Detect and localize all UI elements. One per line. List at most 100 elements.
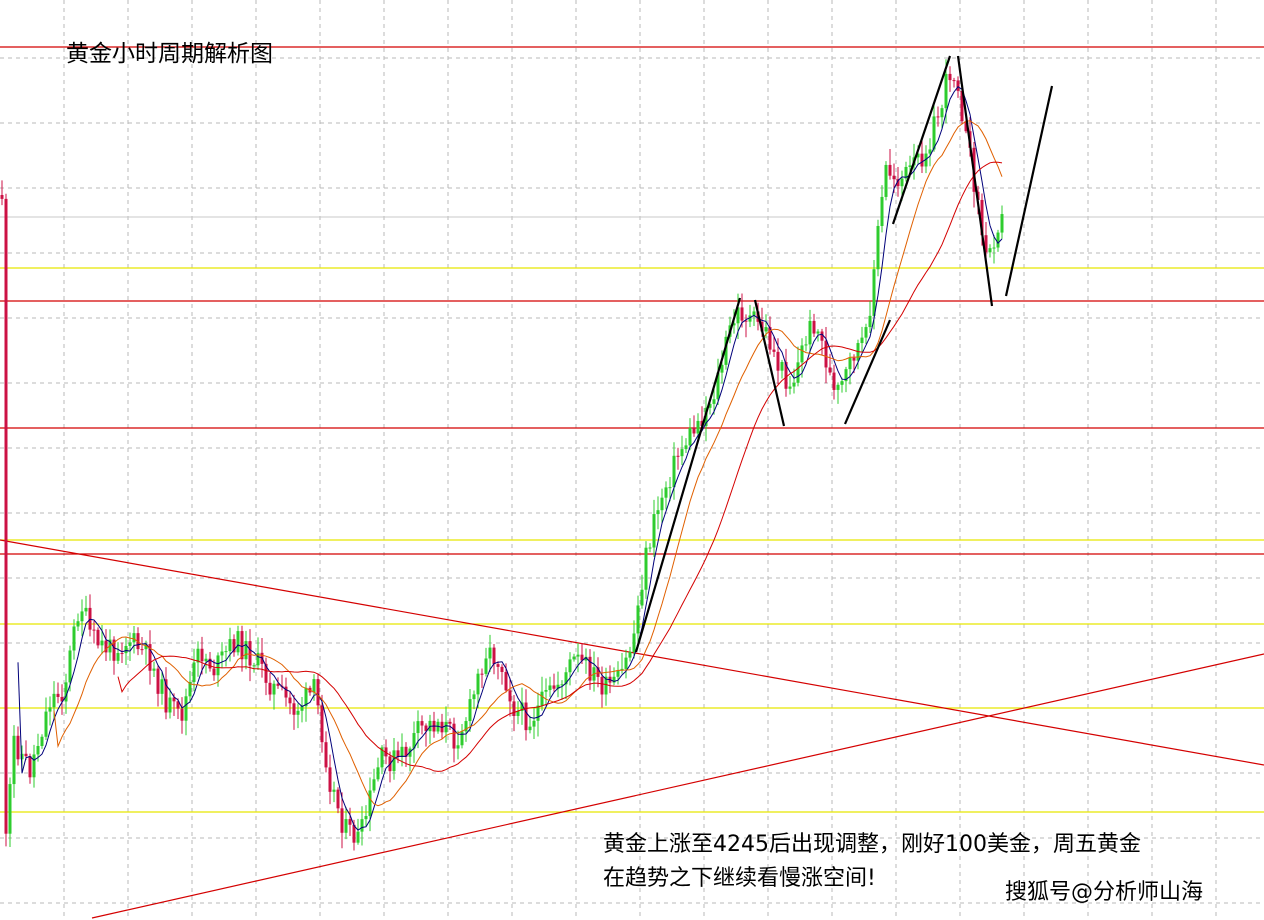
candle-body bbox=[620, 668, 624, 671]
structure-line bbox=[956, 55, 994, 307]
candle-body bbox=[316, 679, 320, 706]
candle-body bbox=[668, 487, 672, 489]
candle-body bbox=[796, 362, 800, 383]
candle-body bbox=[268, 682, 272, 695]
candle-body bbox=[304, 687, 308, 707]
candle-body bbox=[340, 808, 344, 833]
candle-body bbox=[164, 679, 168, 713]
candle-body bbox=[332, 789, 336, 792]
candle-body bbox=[4, 198, 8, 834]
candle-body bbox=[564, 672, 568, 685]
candle-body bbox=[120, 653, 124, 655]
candle-body bbox=[16, 735, 20, 760]
candle-body bbox=[960, 90, 964, 122]
candle-body bbox=[596, 667, 600, 677]
candle-body bbox=[588, 656, 592, 681]
candle-body bbox=[984, 235, 988, 253]
candle-body bbox=[536, 705, 540, 721]
candle-body bbox=[212, 668, 216, 676]
candle-body bbox=[252, 665, 256, 667]
candle-body bbox=[224, 651, 228, 653]
candle-body bbox=[764, 327, 768, 332]
candle-body bbox=[784, 362, 788, 389]
candle-body bbox=[604, 676, 608, 695]
candle-body bbox=[484, 658, 488, 674]
candle-body bbox=[396, 750, 400, 757]
candle-body bbox=[744, 320, 748, 322]
trendline-descending bbox=[0, 539, 1264, 766]
candle-body bbox=[552, 685, 556, 689]
candle-body bbox=[176, 701, 180, 709]
candle-body bbox=[840, 381, 844, 385]
candle-body bbox=[612, 676, 616, 683]
candle-body bbox=[672, 455, 676, 488]
candle-body bbox=[980, 199, 984, 236]
candle-body bbox=[900, 178, 904, 187]
candle-body bbox=[684, 445, 688, 450]
candle-body bbox=[84, 607, 88, 612]
candle-body bbox=[132, 633, 136, 643]
candle-body bbox=[36, 746, 40, 755]
candle-body bbox=[404, 746, 408, 757]
candle-body bbox=[808, 320, 812, 345]
candle-body bbox=[748, 315, 752, 322]
candle-body bbox=[68, 650, 72, 683]
candle-body bbox=[532, 720, 536, 727]
candle-body bbox=[656, 510, 660, 515]
candle-body bbox=[236, 631, 240, 653]
candle-body bbox=[476, 673, 480, 695]
candle-body bbox=[472, 694, 476, 700]
candle-body bbox=[956, 80, 960, 91]
candle-body bbox=[284, 686, 288, 698]
candle-body bbox=[708, 403, 712, 408]
candle-body bbox=[76, 621, 80, 627]
candle-body bbox=[12, 735, 16, 785]
candle-body bbox=[716, 372, 720, 400]
trendlines bbox=[0, 539, 1264, 919]
candle-body bbox=[724, 336, 728, 365]
candle-body bbox=[792, 382, 796, 387]
candle-body bbox=[652, 514, 656, 548]
candle-body bbox=[272, 683, 276, 695]
candle-body bbox=[720, 364, 724, 373]
candle-body bbox=[100, 640, 104, 646]
candle-body bbox=[24, 753, 28, 757]
candle-body bbox=[732, 323, 736, 326]
candle-body bbox=[444, 721, 448, 733]
candle-body bbox=[356, 831, 360, 843]
candle-body bbox=[336, 789, 340, 809]
candle-body bbox=[152, 668, 156, 671]
candle-body bbox=[44, 711, 48, 737]
candle-body bbox=[804, 344, 808, 346]
candle-body bbox=[244, 641, 248, 660]
candle-body bbox=[32, 754, 36, 778]
candle-body bbox=[860, 337, 864, 344]
candle-body bbox=[344, 819, 348, 833]
structure-line bbox=[753, 299, 786, 427]
candle-body bbox=[452, 723, 456, 749]
candle-body bbox=[376, 767, 380, 780]
candle-body bbox=[504, 671, 508, 691]
candle-body bbox=[400, 746, 404, 757]
candle-body bbox=[568, 659, 572, 673]
candle-body bbox=[288, 697, 292, 704]
candle-body bbox=[488, 647, 492, 659]
candle-body bbox=[768, 327, 772, 350]
candle-body bbox=[624, 657, 628, 669]
candle-body bbox=[896, 179, 900, 187]
candle-body bbox=[648, 547, 652, 549]
candle-body bbox=[392, 750, 396, 772]
candle-body bbox=[56, 693, 60, 697]
candle-body bbox=[352, 824, 356, 843]
candle-body bbox=[172, 697, 176, 702]
candle-body bbox=[328, 767, 332, 792]
candle-body bbox=[988, 248, 992, 253]
candle-body bbox=[8, 784, 12, 834]
candle-body bbox=[628, 652, 632, 658]
candle-body bbox=[104, 640, 108, 653]
candle-body bbox=[0, 195, 4, 199]
candle-body bbox=[964, 121, 968, 132]
candle-body bbox=[496, 664, 500, 667]
candle-body bbox=[876, 225, 880, 270]
watermark: 搜狐号@分析师山海 bbox=[1005, 880, 1204, 905]
